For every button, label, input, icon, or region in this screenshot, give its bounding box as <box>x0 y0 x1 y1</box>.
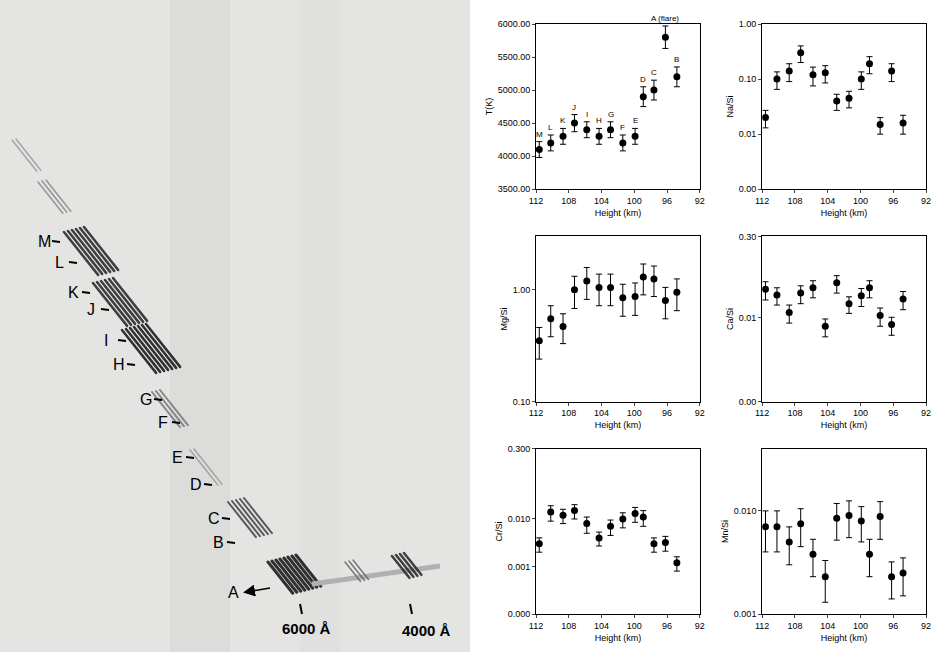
svg-text:E: E <box>172 449 183 466</box>
svg-text:92: 92 <box>695 196 705 206</box>
svg-text:D: D <box>640 75 646 84</box>
svg-text:108: 108 <box>787 408 802 418</box>
svg-text:0.010: 0.010 <box>508 514 531 524</box>
svg-text:104: 104 <box>820 621 835 631</box>
svg-text:112: 112 <box>755 196 769 206</box>
svg-text:100: 100 <box>853 621 868 631</box>
svg-text:E: E <box>633 116 638 125</box>
svg-text:0.300: 0.300 <box>508 444 531 454</box>
svg-text:Cr/Si: Cr/Si <box>494 521 504 541</box>
svg-text:4500.00: 4500.00 <box>498 118 531 128</box>
svg-text:Height (km): Height (km) <box>595 420 642 430</box>
svg-text:G: G <box>608 110 614 119</box>
svg-text:96: 96 <box>888 196 898 206</box>
svg-text:0.00: 0.00 <box>739 397 757 407</box>
svg-text:104: 104 <box>594 408 609 418</box>
svg-text:92: 92 <box>695 408 705 418</box>
svg-text:G: G <box>140 391 152 408</box>
svg-text:92: 92 <box>921 196 931 206</box>
svg-text:96: 96 <box>888 408 898 418</box>
svg-text:L: L <box>55 254 64 271</box>
svg-text:J: J <box>87 301 95 318</box>
svg-text:100: 100 <box>853 196 868 206</box>
svg-text:B: B <box>674 55 679 64</box>
svg-text:92: 92 <box>921 408 931 418</box>
svg-text:96: 96 <box>662 408 672 418</box>
svg-text:L: L <box>548 123 553 132</box>
svg-text:112: 112 <box>529 408 543 418</box>
svg-text:100: 100 <box>627 621 642 631</box>
svg-text:T(K): T(K) <box>484 98 494 116</box>
svg-text:112: 112 <box>529 196 543 206</box>
svg-text:0.01: 0.01 <box>739 313 757 323</box>
svg-text:0.10: 0.10 <box>739 74 757 84</box>
svg-text:0.001: 0.001 <box>734 609 757 619</box>
svg-text:5500.00: 5500.00 <box>498 52 531 62</box>
svg-text:Height (km): Height (km) <box>595 633 642 643</box>
svg-text:0.01: 0.01 <box>739 129 757 139</box>
svg-text:Mg/Si: Mg/Si <box>499 307 509 330</box>
svg-text:112: 112 <box>529 621 543 631</box>
svg-text:1.00: 1.00 <box>513 285 531 295</box>
svg-text:M: M <box>536 130 543 139</box>
svg-text:0.30: 0.30 <box>739 232 757 242</box>
svg-text:108: 108 <box>561 196 576 206</box>
svg-text:A: A <box>228 584 239 601</box>
svg-text:Mn/Si: Mn/Si <box>720 520 730 543</box>
svg-text:0.000: 0.000 <box>508 609 531 619</box>
svg-text:108: 108 <box>561 408 576 418</box>
svg-text:Na/Si: Na/Si <box>725 96 735 118</box>
svg-text:104: 104 <box>594 621 609 631</box>
svg-text:K: K <box>68 284 79 301</box>
svg-text:Height (km): Height (km) <box>821 420 868 430</box>
svg-text:Height (km): Height (km) <box>821 633 868 643</box>
svg-text:M: M <box>38 233 51 250</box>
svg-text:6000.00: 6000.00 <box>498 19 531 29</box>
svg-text:4000 Å: 4000 Å <box>402 622 451 639</box>
svg-text:C: C <box>651 68 657 77</box>
svg-text:100: 100 <box>627 196 642 206</box>
svg-text:0.10: 0.10 <box>513 397 531 407</box>
svg-text:92: 92 <box>921 621 931 631</box>
svg-text:96: 96 <box>662 196 672 206</box>
svg-text:96: 96 <box>662 621 672 631</box>
svg-text:0.010: 0.010 <box>734 506 757 516</box>
svg-text:4000.00: 4000.00 <box>498 151 531 161</box>
svg-text:K: K <box>560 116 566 125</box>
svg-text:0.00: 0.00 <box>739 184 757 194</box>
svg-text:104: 104 <box>820 408 835 418</box>
svg-text:F: F <box>620 123 625 132</box>
svg-text:I: I <box>586 110 588 119</box>
svg-text:108: 108 <box>561 621 576 631</box>
svg-text:3500.00: 3500.00 <box>498 184 531 194</box>
svg-text:108: 108 <box>787 621 802 631</box>
svg-text:6000 Å: 6000 Å <box>282 620 331 637</box>
svg-text:1.00: 1.00 <box>739 19 757 29</box>
svg-text:100: 100 <box>853 408 868 418</box>
svg-text:B: B <box>213 534 224 551</box>
svg-text:A (flare): A (flare) <box>651 14 679 23</box>
svg-text:H: H <box>596 116 602 125</box>
svg-text:108: 108 <box>787 196 802 206</box>
svg-text:J: J <box>572 103 576 112</box>
svg-text:104: 104 <box>594 196 609 206</box>
svg-text:104: 104 <box>820 196 835 206</box>
svg-text:Height (km): Height (km) <box>821 208 868 218</box>
svg-text:5000.00: 5000.00 <box>498 85 531 95</box>
svg-text:H: H <box>113 356 125 373</box>
svg-text:112: 112 <box>755 408 769 418</box>
svg-text:F: F <box>158 414 168 431</box>
svg-text:I: I <box>104 332 108 349</box>
svg-text:C: C <box>208 510 220 527</box>
svg-text:Ca/Si: Ca/Si <box>725 308 735 330</box>
svg-text:112: 112 <box>755 621 769 631</box>
svg-text:96: 96 <box>888 621 898 631</box>
svg-text:92: 92 <box>695 621 705 631</box>
svg-text:100: 100 <box>627 408 642 418</box>
svg-text:D: D <box>190 476 202 493</box>
svg-text:Height (km): Height (km) <box>595 208 642 218</box>
svg-text:0.001: 0.001 <box>508 562 531 572</box>
